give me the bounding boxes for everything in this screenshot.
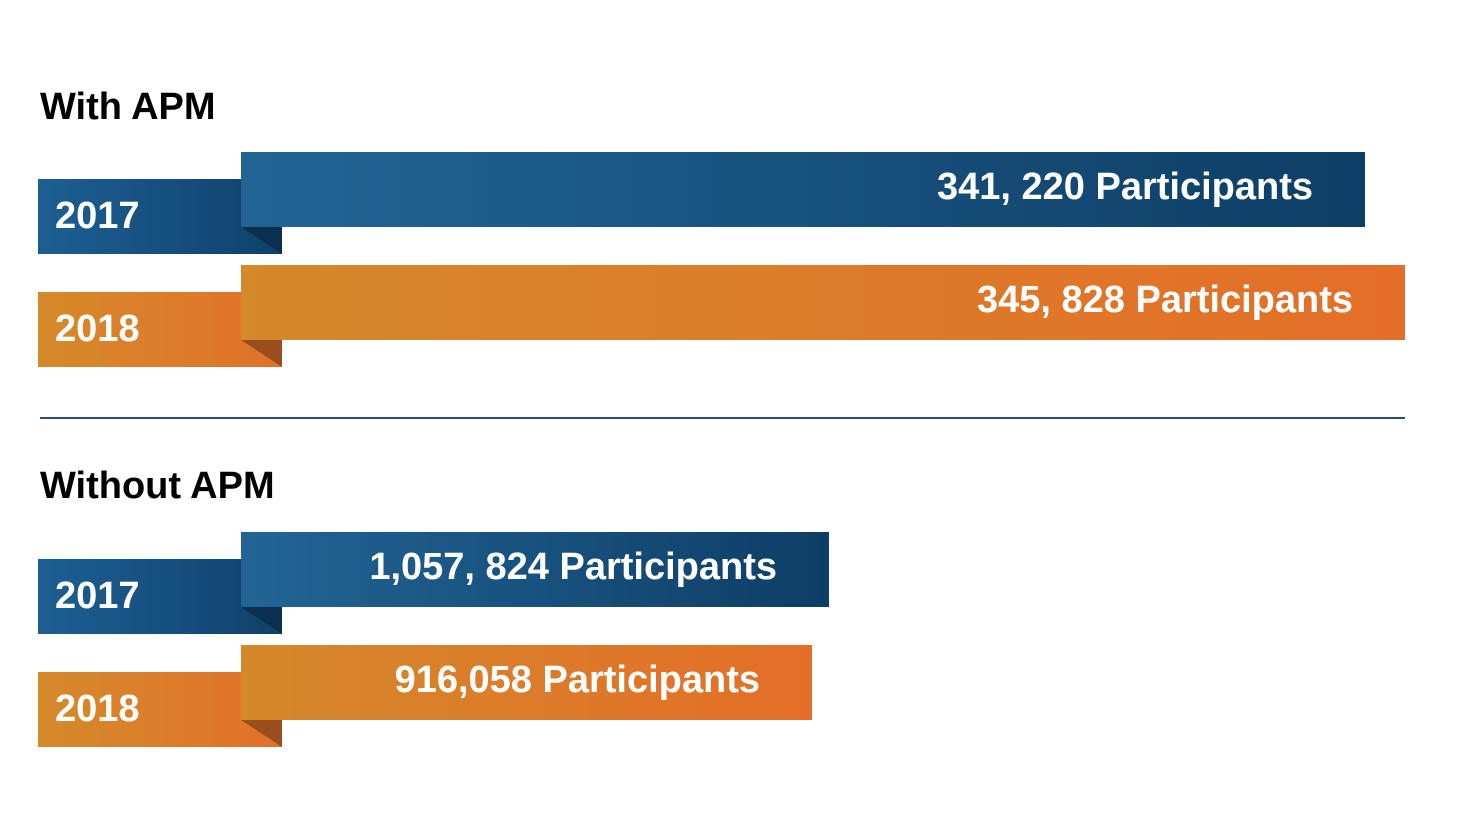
value-bar: 1,057, 824 Participants <box>241 532 829 607</box>
value-bar: 916,058 Participants <box>241 645 812 720</box>
section-title-without-apm: Without APM <box>40 465 275 507</box>
value-label: 345, 828 Participants <box>977 279 1353 321</box>
ribbon-fold <box>241 340 282 367</box>
section-title-with-apm: With APM <box>40 86 216 128</box>
year-label: 2018 <box>55 308 140 350</box>
year-label: 2018 <box>55 688 140 730</box>
value-label: 916,058 Participants <box>394 659 760 701</box>
value-bar: 345, 828 Participants <box>241 265 1405 340</box>
ribbon-fold <box>241 227 282 254</box>
ribbon-fold <box>241 607 282 634</box>
value-label: 341, 220 Participants <box>937 166 1313 208</box>
value-bar: 341, 220 Participants <box>241 152 1365 227</box>
year-label: 2017 <box>55 195 140 237</box>
year-label: 2017 <box>55 575 140 617</box>
ribbon-fold <box>241 720 282 747</box>
section-divider <box>40 417 1405 419</box>
value-label: 1,057, 824 Participants <box>369 546 777 588</box>
